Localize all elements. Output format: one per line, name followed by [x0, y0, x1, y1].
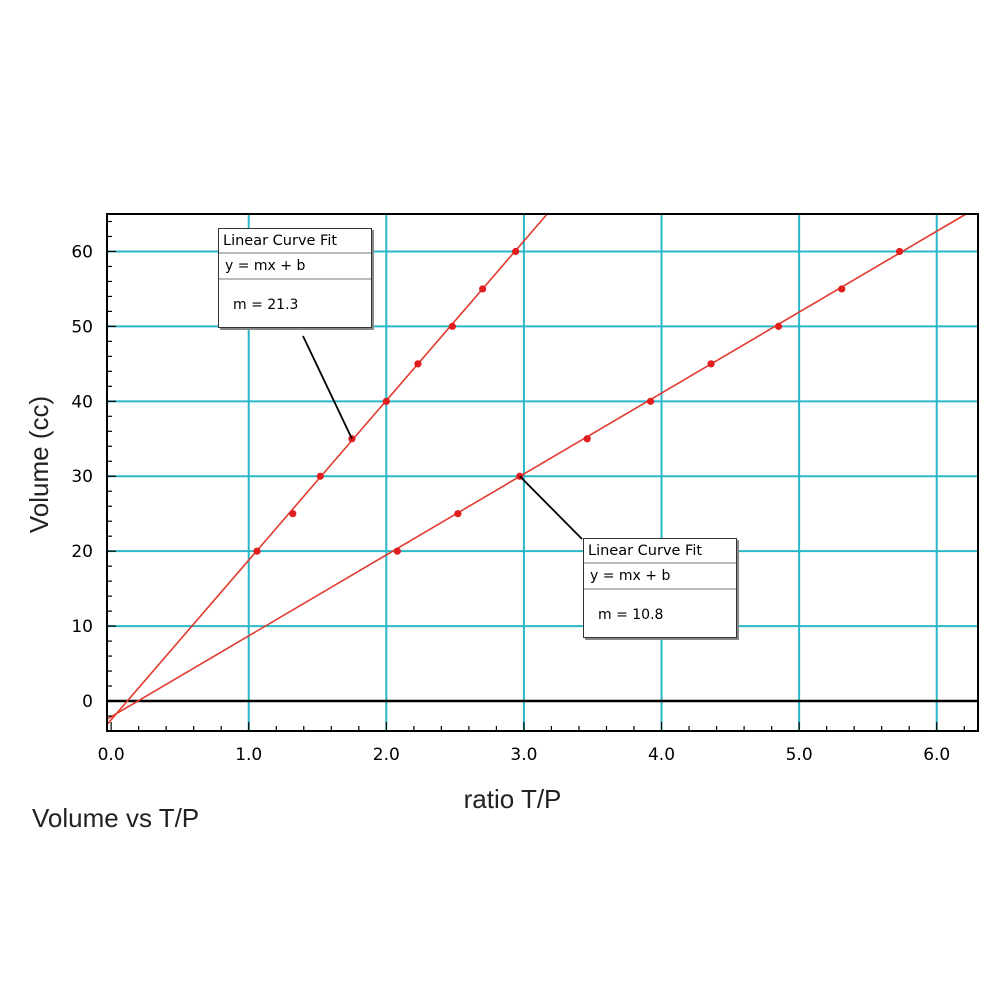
- fit-equation: y = mx + b: [219, 254, 371, 280]
- y-tick-label: 0: [82, 692, 93, 712]
- data-point: [512, 247, 520, 256]
- minor-ticks: [107, 220, 965, 731]
- data-point: [316, 472, 324, 480]
- data-point: [382, 397, 390, 405]
- y-tick-label: 30: [71, 467, 93, 487]
- fit-annotation-steep: Linear Curve Fit y = mx + b m = 21.3: [218, 228, 372, 328]
- data-point: [583, 435, 591, 443]
- data-point: [707, 360, 715, 368]
- x-tick-label: 2.0: [373, 745, 400, 765]
- fit-slope: m = 10.8: [584, 590, 736, 637]
- data-point: [479, 285, 487, 293]
- data-point: [454, 510, 462, 518]
- fit-line-1: [106, 213, 967, 720]
- x-tick-label: 0.0: [98, 745, 125, 765]
- grid: [107, 214, 978, 731]
- x-tick-label: 4.0: [648, 745, 675, 765]
- data-point: [289, 510, 297, 518]
- data-point: [895, 247, 904, 256]
- x-axis-label: ratio T/P: [464, 784, 562, 814]
- plot-frame: [106, 213, 979, 732]
- y-tick-label: 20: [71, 542, 93, 562]
- y-tick-labels: 0 10 20 30 40 50 60: [71, 242, 93, 712]
- fit-annotation-shallow: Linear Curve Fit y = mx + b m = 10.8: [583, 538, 737, 638]
- fit-title: Linear Curve Fit: [584, 539, 736, 564]
- x-tick-label: 5.0: [786, 745, 813, 765]
- data-point: [646, 397, 655, 405]
- annotation-leaders: [302, 335, 583, 540]
- x-tick-label: 1.0: [235, 745, 262, 765]
- fit-slope: m = 21.3: [219, 280, 371, 327]
- data-point: [838, 285, 846, 293]
- leader-line: [519, 475, 583, 540]
- y-axis-label: Volume (cc): [24, 396, 54, 533]
- data-point: [253, 547, 261, 555]
- fit-equation: y = mx + b: [584, 564, 736, 590]
- leader-line: [302, 335, 353, 440]
- fit-title: Linear Curve Fit: [219, 229, 371, 254]
- data-point: [393, 547, 401, 555]
- y-tick-label: 40: [71, 392, 93, 412]
- x-tick-label: 3.0: [510, 745, 537, 765]
- data-point: [774, 322, 783, 330]
- fit-line-0: [106, 213, 548, 726]
- chart-caption: Volume vs T/P: [32, 803, 200, 833]
- y-tick-label: 50: [71, 317, 93, 337]
- data-point: [448, 322, 456, 330]
- x-tick-labels: 0.0 1.0 2.0 3.0 4.0 5.0 6.0: [98, 745, 951, 765]
- fit-lines: [106, 213, 967, 726]
- data-point: [414, 360, 422, 368]
- y-tick-label: 60: [71, 242, 93, 262]
- x-tick-label: 6.0: [923, 745, 950, 765]
- y-tick-label: 10: [71, 617, 93, 637]
